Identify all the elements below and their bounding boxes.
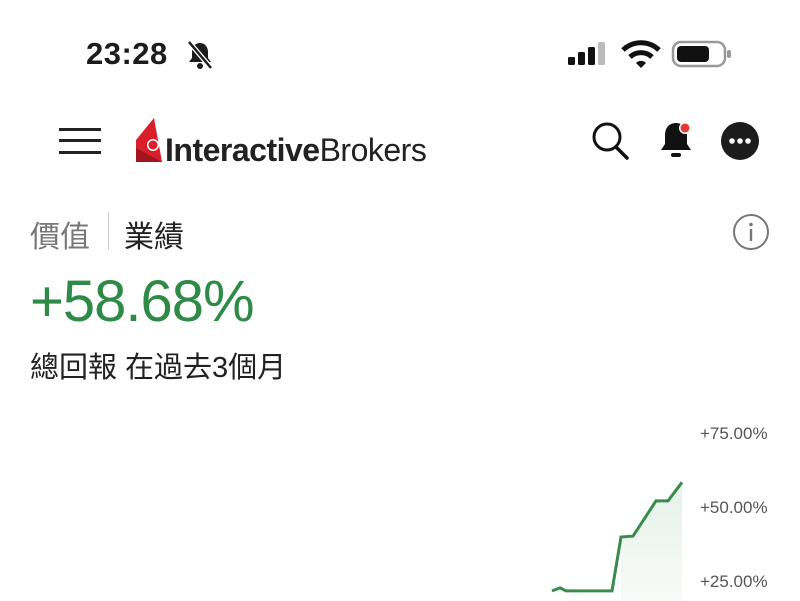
y-tick-label: +50.00% — [700, 498, 768, 517]
y-tick-label: +25.00% — [700, 572, 768, 591]
notification-bell-icon[interactable] — [656, 118, 698, 162]
chart-series-line — [551, 481, 684, 593]
logo-text: InteractiveBrokers — [165, 132, 427, 169]
total-return-value: +58.68% — [30, 269, 255, 334]
tab-divider — [108, 212, 109, 250]
status-time: 23:28 — [86, 36, 168, 71]
wifi-icon — [621, 40, 661, 68]
battery-icon — [671, 40, 731, 68]
logo-light: Brokers — [319, 132, 427, 168]
search-icon[interactable] — [590, 120, 632, 162]
menu-icon[interactable] — [58, 126, 102, 156]
y-tick-label: +75.00% — [700, 424, 768, 443]
logo-bold: Interactive — [165, 132, 320, 168]
more-icon[interactable] — [720, 121, 760, 161]
info-icon[interactable] — [732, 213, 770, 251]
cellular-signal-icon — [568, 42, 605, 65]
chart-area-fill — [621, 482, 682, 601]
performance-chart[interactable] — [0, 400, 690, 601]
tab-performance[interactable]: 業績 — [124, 221, 184, 254]
bell-slash-icon — [187, 40, 213, 70]
ib-logo-icon — [136, 118, 162, 162]
tab-value[interactable]: 價值 — [30, 221, 90, 254]
notification-dot — [680, 123, 690, 133]
total-return-subtitle: 總回報 在過去3個月 — [30, 352, 287, 384]
